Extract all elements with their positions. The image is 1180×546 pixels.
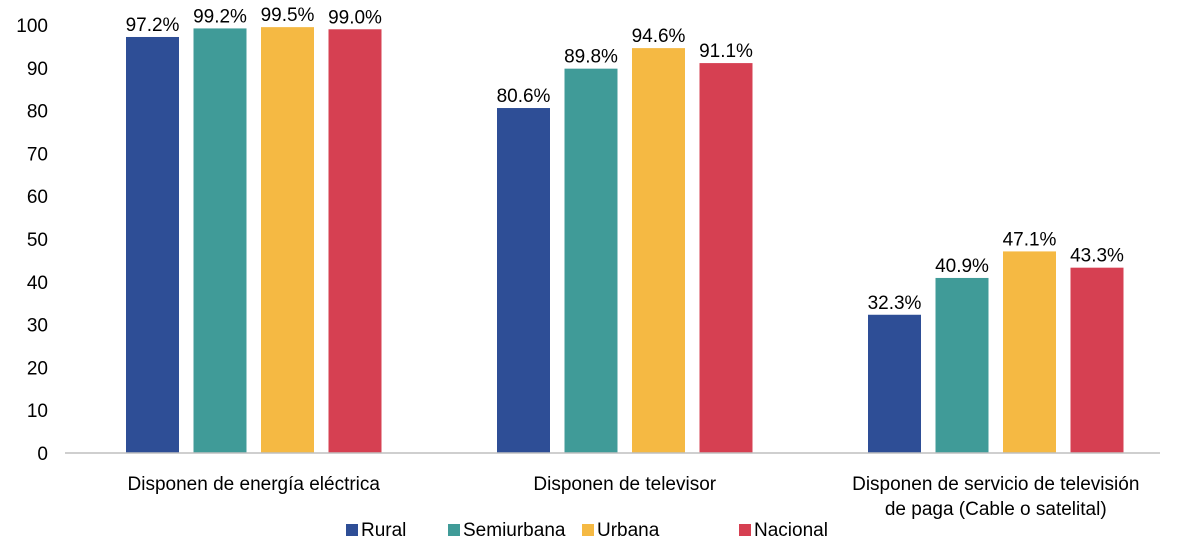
bar-rural-1 xyxy=(497,108,550,454)
y-tick-label: 70 xyxy=(27,144,48,165)
bars xyxy=(126,27,1124,454)
legend-label-semiurbana: Semiurbana xyxy=(463,520,566,541)
bar-nacional-0 xyxy=(328,29,382,454)
category-label: de paga (Cable o satelital) xyxy=(885,499,1107,520)
y-tick-label: 0 xyxy=(37,444,48,465)
data-label: 43.3% xyxy=(1070,246,1124,267)
legend-swatch-rural xyxy=(346,524,358,536)
bar-nacional-1 xyxy=(699,63,753,453)
data-label: 89.8% xyxy=(564,47,618,68)
y-tick-label: 40 xyxy=(27,273,48,294)
bar-semiurbana-2 xyxy=(935,277,989,453)
legend-swatch-nacional xyxy=(739,524,751,536)
y-tick-label: 60 xyxy=(27,187,48,208)
y-tick-label: 30 xyxy=(27,316,48,337)
data-label: 97.2% xyxy=(126,15,180,36)
data-label: 99.2% xyxy=(193,6,247,27)
y-tick-label: 90 xyxy=(27,59,48,80)
bar-rural-2 xyxy=(868,314,921,453)
y-axis-ticks: 0 10 20 30 40 50 60 70 80 90 100 xyxy=(16,16,48,465)
category-label: Disponen de servicio de televisión xyxy=(852,474,1139,495)
bar-urbana-0 xyxy=(261,27,314,453)
category-label: Disponen de energía eléctrica xyxy=(128,474,381,495)
data-labels: 97.2% 80.6% 32.3% 99.2% 89.8% 40.9% 99.5% 94.6%… xyxy=(126,5,1124,314)
y-tick-label: 50 xyxy=(27,230,48,251)
bar-nacional-2 xyxy=(1070,267,1124,453)
legend-label-rural: Rural xyxy=(361,520,406,541)
y-tick-label: 10 xyxy=(27,401,48,422)
data-label: 47.1% xyxy=(1003,229,1057,250)
bar-rural-0 xyxy=(126,36,179,453)
y-tick-label: 20 xyxy=(27,358,48,379)
data-label: 91.1% xyxy=(699,41,753,62)
bar-urbana-2 xyxy=(1003,251,1056,453)
data-label: 32.3% xyxy=(868,293,922,314)
legend-label-urbana: Urbana xyxy=(597,520,660,541)
data-label: 94.6% xyxy=(632,26,686,47)
y-tick-label: 100 xyxy=(16,16,48,37)
category-labels: Disponen de energía eléctrica Disponen de… xyxy=(128,474,1140,520)
data-label: 99.5% xyxy=(261,5,315,26)
category-label: Disponen de televisor xyxy=(533,474,716,495)
legend-label-nacional: Nacional xyxy=(754,520,828,541)
bar-semiurbana-1 xyxy=(564,68,618,453)
data-label: 99.0% xyxy=(328,7,382,28)
data-label: 40.9% xyxy=(935,256,989,277)
legend-swatch-semiurbana xyxy=(448,524,460,536)
legend: Rural Semiurbana Urbana Nacional xyxy=(346,520,828,541)
legend-swatch-urbana xyxy=(582,524,594,536)
data-label: 80.6% xyxy=(497,86,551,107)
bar-urbana-1 xyxy=(632,48,685,453)
bar-semiurbana-0 xyxy=(193,28,247,453)
y-tick-label: 80 xyxy=(27,102,48,123)
